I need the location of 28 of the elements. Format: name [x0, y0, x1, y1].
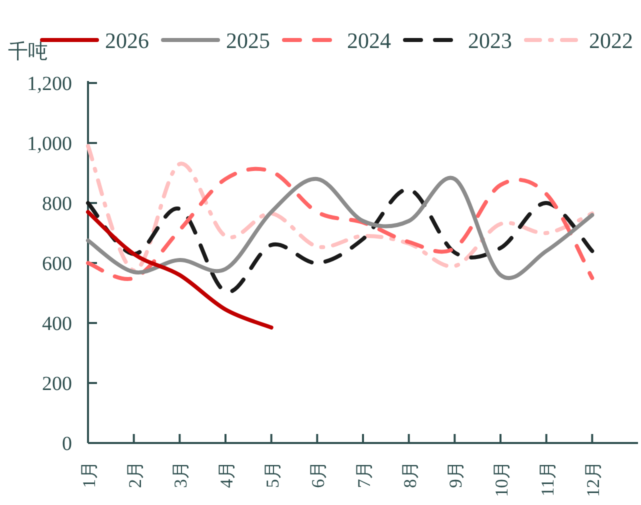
x-tick-label: 6月 [308, 461, 328, 488]
legend-label: 2022 [589, 28, 633, 53]
x-tick-label: 8月 [400, 461, 420, 488]
line-series [86, 144, 594, 272]
x-tick-label: 3月 [170, 461, 191, 488]
x-tick-label: 11月 [537, 461, 558, 496]
x-tick-label: 7月 [354, 461, 374, 488]
legend-label: 2025 [226, 28, 270, 53]
x-tick-label: 10月 [492, 461, 512, 497]
x-tick-label: 2月 [124, 461, 145, 488]
legend-label: 2024 [347, 28, 391, 53]
legend-label: 2023 [468, 28, 512, 53]
x-tick-label: 4月 [216, 461, 236, 488]
y-tick-label: 200 [42, 373, 72, 395]
x-tick-label: 9月 [446, 461, 466, 488]
y-tick-label: 0 [62, 433, 72, 455]
line-series [86, 210, 274, 330]
x-tick-label: 12月 [583, 461, 604, 497]
y-tick-label: 400 [42, 313, 72, 335]
y-tick-label: 1,000 [27, 133, 72, 155]
line-series [86, 188, 594, 294]
x-tick-label: 1月 [79, 461, 99, 488]
y-tick-label: 800 [42, 193, 72, 215]
y-tick-label: 1,200 [27, 73, 72, 95]
y-tick-label: 600 [42, 253, 72, 275]
legend-label: 2026 [105, 28, 149, 53]
y-axis-title: 千吨 [8, 41, 48, 63]
x-tick-label: 5月 [262, 461, 282, 488]
